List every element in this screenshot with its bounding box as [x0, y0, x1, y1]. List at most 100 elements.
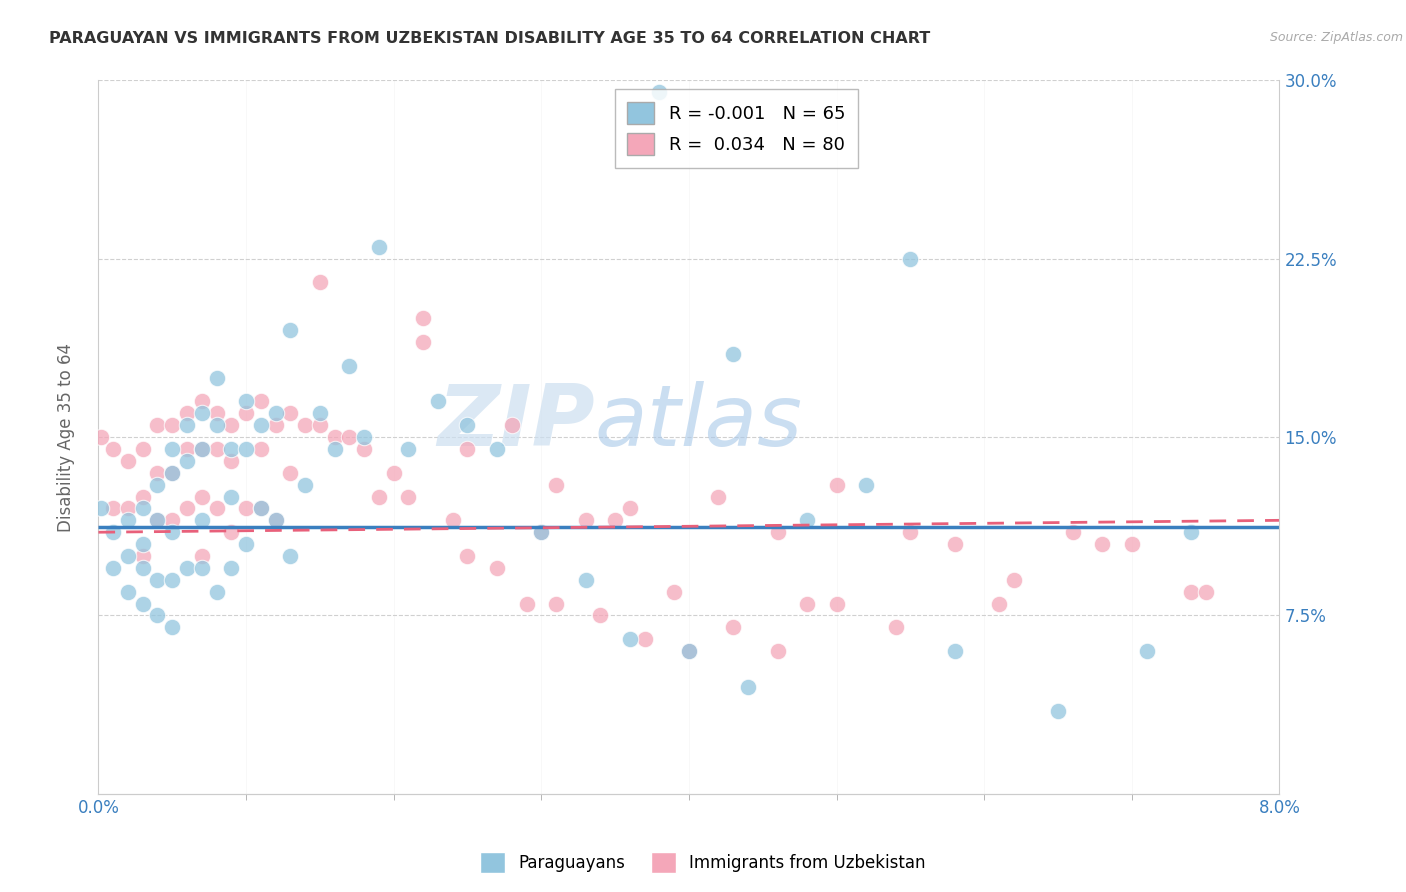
Point [308, 406, 332, 420]
Point [191, 394, 214, 409]
Point [323, 442, 346, 456]
Point [1121, 537, 1143, 551]
Point [162, 525, 183, 540]
Text: atlas: atlas [595, 381, 803, 465]
Point [353, 442, 375, 456]
Point [546, 477, 568, 491]
Point [250, 394, 273, 409]
Point [191, 561, 214, 575]
Point [721, 347, 744, 361]
Text: ZIP: ZIP [437, 381, 595, 465]
Point [176, 406, 198, 420]
Point [219, 490, 242, 504]
Point [426, 394, 449, 409]
Point [117, 584, 139, 599]
Point [146, 608, 169, 623]
Point [205, 584, 228, 599]
Point [103, 442, 125, 456]
Point [664, 584, 686, 599]
Point [219, 561, 242, 575]
Point [1002, 573, 1025, 587]
Point [323, 430, 346, 444]
Point [176, 418, 198, 433]
Point [176, 561, 198, 575]
Point [278, 406, 302, 420]
Point [412, 334, 434, 349]
Point [146, 513, 169, 527]
Point [146, 418, 169, 433]
Point [278, 549, 302, 563]
Point [353, 430, 375, 444]
Point [132, 501, 155, 516]
Point [396, 490, 419, 504]
Point [176, 442, 198, 456]
Point [191, 490, 214, 504]
Point [396, 442, 419, 456]
Point [103, 525, 125, 540]
Point [205, 406, 228, 420]
Point [235, 442, 257, 456]
Point [132, 490, 155, 504]
Legend: R = -0.001   N = 65, R =  0.034   N = 80: R = -0.001 N = 65, R = 0.034 N = 80 [614, 89, 858, 168]
Point [308, 418, 332, 433]
Point [235, 501, 257, 516]
Point [456, 418, 478, 433]
Point [456, 549, 478, 563]
Point [943, 537, 966, 551]
Point [250, 418, 273, 433]
Point [90, 430, 112, 444]
Point [648, 85, 671, 99]
Point [456, 442, 478, 456]
Point [796, 597, 818, 611]
Point [1194, 584, 1216, 599]
Point [162, 442, 183, 456]
Point [191, 442, 214, 456]
Point [1180, 584, 1202, 599]
Point [191, 442, 214, 456]
Point [1046, 704, 1069, 718]
Point [191, 513, 214, 527]
Point [146, 477, 169, 491]
Point [412, 311, 434, 326]
Point [191, 406, 214, 420]
Legend: Paraguayans, Immigrants from Uzbekistan: Paraguayans, Immigrants from Uzbekistan [474, 846, 932, 880]
Point [707, 490, 730, 504]
Point [264, 418, 287, 433]
Point [574, 573, 596, 587]
Point [884, 620, 907, 634]
Point [633, 632, 655, 647]
Point [987, 597, 1010, 611]
Point [250, 501, 273, 516]
Point [337, 430, 360, 444]
Point [278, 466, 302, 480]
Point [103, 501, 125, 516]
Point [515, 597, 537, 611]
Point [162, 466, 183, 480]
Point [162, 573, 183, 587]
Point [619, 632, 641, 647]
Point [103, 561, 125, 575]
Point [117, 501, 139, 516]
Point [574, 513, 596, 527]
Point [943, 644, 966, 658]
Point [900, 525, 922, 540]
Point [825, 477, 848, 491]
Point [485, 442, 508, 456]
Point [191, 549, 214, 563]
Point [825, 597, 848, 611]
Point [219, 525, 242, 540]
Text: Source: ZipAtlas.com: Source: ZipAtlas.com [1270, 31, 1403, 45]
Point [162, 620, 183, 634]
Point [501, 418, 523, 433]
Point [485, 561, 508, 575]
Point [382, 466, 405, 480]
Point [589, 608, 612, 623]
Point [132, 537, 155, 551]
Point [900, 252, 922, 266]
Text: PARAGUAYAN VS IMMIGRANTS FROM UZBEKISTAN DISABILITY AGE 35 TO 64 CORRELATION CHA: PARAGUAYAN VS IMMIGRANTS FROM UZBEKISTAN… [49, 31, 931, 46]
Point [278, 323, 302, 337]
Point [162, 466, 183, 480]
Point [546, 597, 568, 611]
Point [1091, 537, 1114, 551]
Point [176, 454, 198, 468]
